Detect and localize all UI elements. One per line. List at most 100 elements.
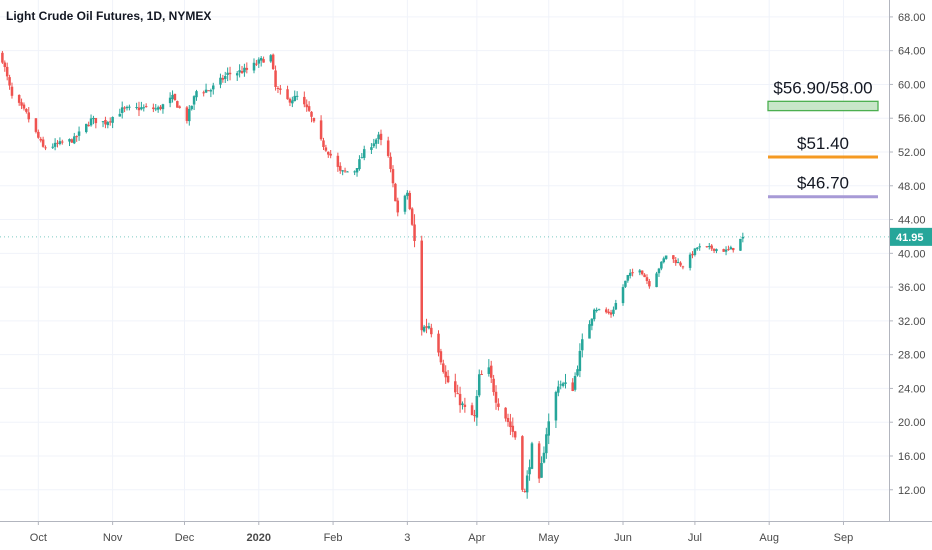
candle-body	[56, 142, 59, 144]
candle	[343, 167, 347, 173]
candle-body	[425, 326, 428, 328]
candle-body	[640, 270, 644, 275]
price-axis[interactable]: 12.00 16.00 20.00 24.00 28.00 32.00 36.00 40.00…	[889, 12, 926, 497]
candle-body	[178, 106, 181, 108]
y-tick-label: 48.00	[898, 181, 926, 193]
candle-body	[240, 70, 244, 74]
candle	[442, 359, 445, 374]
candle	[358, 155, 361, 171]
candle-body	[525, 475, 529, 493]
candle-body	[226, 72, 229, 75]
candle-body	[590, 318, 594, 326]
y-tick-label: 36.00	[898, 282, 926, 294]
time-axis[interactable]: Oct Nov Dec 2020 Feb 3 Apr May Jun Jul Aug Sep	[30, 521, 853, 544]
candle-body	[473, 415, 476, 417]
candle	[135, 102, 138, 110]
candle-body	[77, 131, 81, 136]
candle	[523, 488, 527, 493]
candle	[353, 170, 356, 176]
candle-body	[660, 261, 663, 269]
candle-body	[94, 117, 98, 124]
candle	[125, 105, 129, 111]
candle	[370, 143, 373, 155]
candle-body	[696, 247, 699, 249]
candle-body	[408, 192, 412, 210]
candle	[108, 117, 112, 126]
x-tick-label: May	[538, 532, 559, 544]
candle	[561, 381, 565, 388]
candle	[68, 138, 71, 147]
y-tick-label: 40.00	[898, 248, 926, 260]
candle-body	[159, 106, 162, 109]
y-tick-label: 68.00	[898, 12, 926, 24]
candle-body	[243, 67, 246, 73]
candle-body	[219, 77, 222, 85]
candle-body	[386, 140, 390, 156]
candle-body	[628, 272, 632, 276]
candle-body	[293, 95, 296, 102]
candle	[245, 62, 249, 74]
candle	[221, 74, 225, 83]
candle	[8, 74, 11, 90]
candle-body	[73, 136, 76, 144]
candle	[559, 380, 562, 390]
candle-body	[564, 382, 567, 384]
candle-body	[461, 403, 464, 405]
candle	[693, 247, 697, 257]
candle	[537, 441, 541, 483]
candle-body	[92, 117, 95, 120]
candle	[691, 251, 694, 259]
candle-body	[58, 141, 62, 144]
candle	[3, 60, 7, 72]
candle-body	[8, 77, 11, 86]
candle	[310, 111, 313, 123]
price-level-label: $46.70	[797, 174, 849, 193]
candle	[85, 123, 88, 134]
candle	[94, 117, 98, 129]
candle	[696, 247, 699, 251]
candle	[705, 246, 709, 248]
candles	[1, 50, 745, 499]
candle	[712, 248, 716, 254]
candle-body	[612, 309, 615, 314]
candle-body	[353, 171, 356, 173]
candle	[104, 116, 107, 129]
candle-body	[439, 351, 443, 363]
candle-body	[137, 107, 141, 111]
y-tick-label: 64.00	[898, 46, 926, 58]
candle-body	[221, 77, 225, 80]
candle-body	[329, 153, 332, 156]
candle-body	[192, 96, 196, 105]
candle	[1, 50, 4, 64]
candle-body	[327, 151, 330, 155]
candle-body	[727, 249, 730, 251]
candle-body	[195, 91, 198, 98]
candle	[427, 322, 431, 330]
candle-body	[34, 118, 38, 132]
candle-body	[255, 63, 258, 65]
candle	[731, 247, 735, 253]
candle	[288, 97, 292, 107]
candle	[276, 85, 280, 94]
candle-body	[128, 106, 131, 108]
candle	[27, 107, 31, 123]
candle	[20, 98, 23, 110]
candle	[454, 373, 457, 398]
candle-body	[705, 246, 709, 248]
candle	[408, 190, 412, 211]
candle-body	[513, 431, 517, 438]
candle-body	[547, 421, 550, 436]
candle-body	[204, 89, 208, 93]
candle	[22, 102, 26, 111]
candle-body	[523, 490, 527, 492]
candle	[207, 90, 210, 92]
candle-body	[279, 88, 282, 90]
candle	[362, 145, 366, 161]
candle-body	[168, 97, 172, 104]
candle	[458, 386, 462, 413]
candle-body	[269, 55, 273, 62]
candle-body	[444, 371, 447, 378]
candle-body	[506, 417, 510, 422]
